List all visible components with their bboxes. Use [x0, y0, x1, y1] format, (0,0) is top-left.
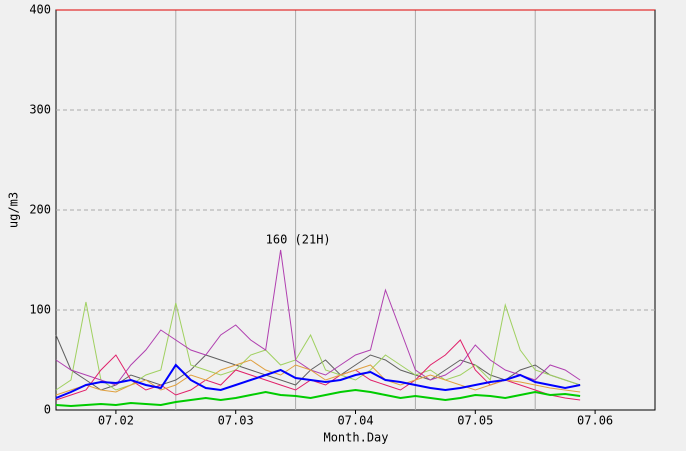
- y-tick-label: 0: [44, 403, 51, 417]
- x-tick-label: 07.05: [457, 414, 493, 428]
- series-line: [55, 334, 581, 391]
- series-line: [55, 359, 581, 396]
- x-axis-label: Month.Day: [323, 431, 388, 445]
- x-tick-label: 07.04: [337, 414, 373, 428]
- series-line: [55, 388, 581, 408]
- y-tick-label: 100: [29, 303, 51, 317]
- y-axis-label: ug/m3: [7, 192, 21, 228]
- series-line: [55, 363, 581, 399]
- y-tick-label: 400: [29, 3, 51, 17]
- y-tick-label: 300: [29, 103, 51, 117]
- annotation: 160 (21H): [266, 233, 331, 247]
- series-line: [55, 249, 581, 386]
- series-line: [55, 301, 581, 391]
- x-tick-label: 07.03: [218, 414, 254, 428]
- y-tick-label: 200: [29, 203, 51, 217]
- x-tick-label: 07.06: [577, 414, 613, 428]
- x-tick-label: 07.02: [98, 414, 134, 428]
